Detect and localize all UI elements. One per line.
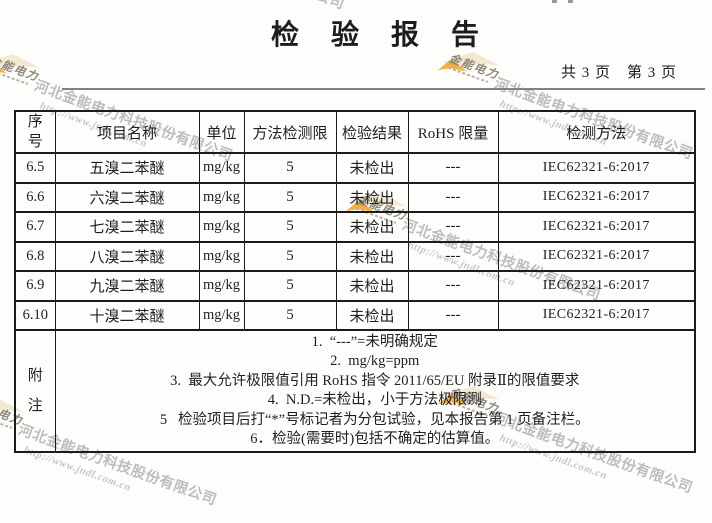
cell-item: 九溴二苯醚 [54,270,200,302]
cell-seq: 6.8 [14,240,56,272]
cell-rohs: --- [407,299,499,331]
cell-result: 未检出 [335,270,409,302]
cell-limit: 5 [243,240,337,272]
note-item: 2. mg/kg=ppm [330,353,420,369]
cell-result: 未检出 [335,152,409,184]
table-row: 6.9 九溴二苯醚 mg/kg 5 未检出 --- IEC62321-6:201… [14,270,696,302]
results-table: 序号 项目名称 单位 方法检测限 检验结果 RoHS 限量 检测方法 6.5 五… [14,110,696,453]
notes-row: 附注 1. “---”=未明确规定 2. mg/kg=ppm 3. 最大允许极限… [14,329,696,453]
cell-limit: 5 [243,270,337,302]
cell-unit: mg/kg [198,152,245,184]
cell-unit: mg/kg [198,181,245,213]
cell-rohs: --- [407,181,499,213]
notes-cell: 1. “---”=未明确规定 2. mg/kg=ppm 3. 最大允许极限值引用… [54,329,696,453]
cell-seq: 6.9 [14,270,56,302]
cell-unit: mg/kg [198,240,245,272]
cell-item: 十溴二苯醚 [54,299,200,331]
table-row: 6.8 八溴二苯醚 mg/kg 5 未检出 --- IEC62321-6:201… [14,240,696,272]
cell-method: IEC62321-6:2017 [497,270,696,302]
table-row: 6.6 六溴二苯醚 mg/kg 5 未检出 --- IEC62321-6:201… [14,181,696,213]
table-row: 6.5 五溴二苯醚 mg/kg 5 未检出 --- IEC62321-6:201… [14,152,696,184]
cell-seq: 6.7 [14,211,56,243]
cell-limit: 5 [243,299,337,331]
page-title: 检 验 报 告 [270,20,481,51]
cell-item: 五溴二苯醚 [54,152,200,184]
col-header-rohs: RoHS 限量 [407,110,499,154]
cell-unit: mg/kg [198,211,245,243]
page-top-partial-glyph [552,0,578,3]
col-header-item: 项目名称 [54,110,200,154]
cell-item: 七溴二苯醚 [54,211,200,243]
header-divider [62,88,705,90]
col-header-seq-label: 序号 [27,114,43,150]
cell-rohs: --- [407,152,499,184]
cell-method: IEC62321-6:2017 [497,299,696,331]
note-item: 1. “---”=未明确规定 [311,333,438,350]
cell-seq: 6.10 [14,299,56,331]
note-item: 5 检验项目后打“*”号标记者为分包试验，见本报告第 1 页备注栏。 [159,411,590,428]
cell-result: 未检出 [335,240,409,272]
cell-seq: 6.6 [14,181,56,213]
col-header-result: 检验结果 [335,110,409,154]
note-item: 6．检验(需要时)包括不确定的估算值。 [250,431,500,447]
cell-method: IEC62321-6:2017 [497,152,696,184]
cell-unit: mg/kg [198,270,245,302]
cell-rohs: --- [407,270,499,302]
cell-method: IEC62321-6:2017 [497,211,696,243]
col-header-limit: 方法检测限 [243,110,337,154]
cell-result: 未检出 [335,181,409,213]
cell-item: 八溴二苯醚 [54,240,200,272]
cell-limit: 5 [243,152,337,184]
cell-result: 未检出 [335,299,409,331]
table-header-row: 序号 项目名称 单位 方法检测限 检验结果 RoHS 限量 检测方法 [14,110,696,154]
report-page: 检 验 报 告 共 3 页 第 3 页 序号 项目名称 单位 方法检测限 检验结… [14,20,705,453]
cell-limit: 5 [243,181,337,213]
col-header-unit: 单位 [198,110,245,154]
cell-item: 六溴二苯醚 [54,181,200,213]
cell-rohs: --- [407,211,499,243]
cell-seq: 6.5 [14,152,56,184]
cell-method: IEC62321-6:2017 [497,181,696,213]
page-count: 共 3 页 第 3 页 [560,65,677,81]
col-header-method: 检测方法 [497,110,696,154]
note-item: 4. N.D.=未检出，小于方法极限测 [267,392,482,408]
cell-unit: mg/kg [198,299,245,331]
notes-label: 附注 [27,368,43,414]
cell-limit: 5 [243,211,337,243]
notes-label-cell: 附注 [14,329,56,453]
col-header-seq: 序号 [14,110,56,154]
cell-rohs: --- [407,240,499,272]
table-row: 6.7 七溴二苯醚 mg/kg 5 未检出 --- IEC62321-6:201… [14,211,696,243]
table-row: 6.10 十溴二苯醚 mg/kg 5 未检出 --- IEC62321-6:20… [14,299,696,331]
note-item: 3. 最大允许极限值引用 RoHS 指令 2011/65/EU 附录Ⅱ的限值要求 [170,372,580,389]
cell-method: IEC62321-6:2017 [497,240,696,272]
cell-result: 未检出 [335,211,409,243]
